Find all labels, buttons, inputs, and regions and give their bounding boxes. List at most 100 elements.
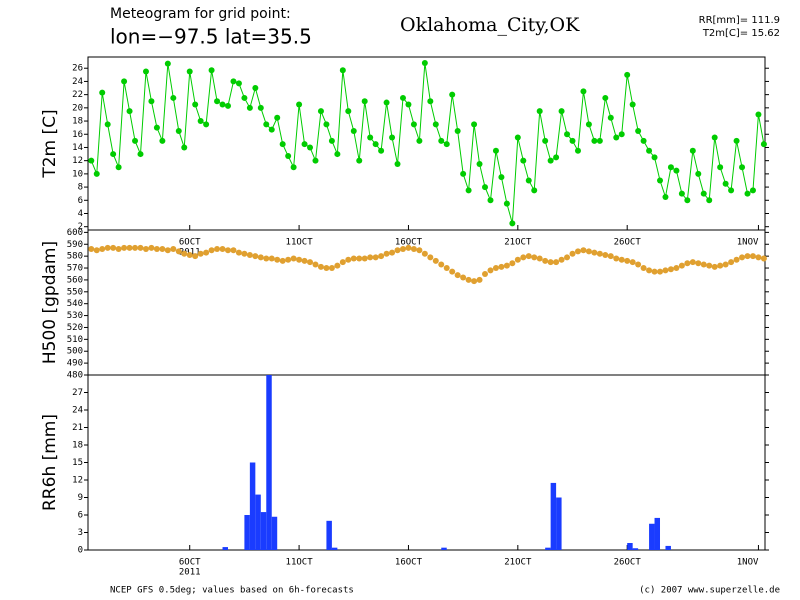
temperature-point (722, 180, 729, 187)
y-tick-label: 26 (72, 64, 83, 74)
geopotential-point (301, 257, 308, 264)
geopotential-point (230, 247, 237, 254)
geopotential-point (175, 248, 182, 255)
temperature-point (181, 144, 188, 151)
temperature-point (492, 147, 499, 154)
temperature-point (323, 121, 330, 128)
temperature-point (345, 108, 352, 115)
temperature-point (706, 197, 713, 204)
temperature-point (93, 170, 100, 177)
temperature-point (717, 164, 724, 171)
geopotential-point (394, 247, 401, 254)
geopotential-point (274, 256, 281, 263)
x-tick-label: 1NOV (737, 558, 759, 568)
temperature-point (132, 137, 139, 144)
geopotential-point (531, 254, 538, 261)
temperature-point (115, 164, 122, 171)
geopotential-point (640, 265, 647, 272)
y-axis-title: T2m [C] (40, 109, 60, 178)
y-axis-title: H500 [gpdam] (40, 241, 60, 364)
station: Oklahoma_City,OK (400, 14, 580, 36)
temperature-point (482, 184, 489, 191)
geopotential-point (334, 262, 341, 269)
temperature-point (427, 98, 434, 105)
temperature-point (673, 167, 680, 174)
temperature-point (607, 114, 614, 121)
precip-bar (654, 517, 661, 550)
temperature-point (613, 134, 620, 141)
geopotential-point (93, 247, 100, 254)
panel-frame (87, 374, 766, 551)
geopotential-point (717, 262, 724, 269)
temperature-point (678, 190, 685, 197)
x-tick-label: 11OCT (286, 558, 314, 568)
geopotential-point (399, 246, 406, 253)
x-year-label: 2011 (179, 568, 201, 578)
temperature-point (214, 98, 221, 105)
temperature-point (394, 160, 401, 167)
y-tick-label: 0 (78, 546, 83, 556)
footer-right: (c) 2007 www.superzelle.de (639, 586, 780, 596)
temperature-point (476, 160, 483, 167)
temperature-point (230, 78, 237, 85)
geopotential-point (509, 260, 516, 267)
geopotential-point (574, 248, 581, 255)
precip-bar (632, 548, 639, 550)
y-tick-label: 4 (78, 209, 83, 219)
temperature-point (574, 147, 581, 154)
geopotential-point (503, 262, 510, 269)
y-tick-label: 14 (72, 143, 83, 153)
geopotential-point (361, 255, 368, 262)
geopotential-point (542, 257, 549, 264)
temperature-point (580, 88, 587, 95)
temperature-point (564, 131, 571, 138)
temperature-point (110, 151, 117, 158)
temperature-point (569, 137, 576, 144)
geopotential-point (296, 256, 303, 263)
geopotential-point (405, 244, 412, 251)
temperature-point (536, 108, 543, 115)
y-tick-label: 6 (78, 196, 83, 206)
temperature-point (268, 126, 275, 133)
geopotential-point (460, 274, 467, 281)
geopotential-point (585, 248, 592, 255)
y-tick-label: 9 (78, 493, 83, 503)
temperature-point (301, 141, 308, 148)
geopotential-point (684, 260, 691, 267)
x-tick-label: 16OCT (395, 238, 423, 248)
geopotential-point (378, 253, 385, 260)
temperature-point (219, 101, 226, 108)
precip-bar (255, 494, 261, 550)
y-tick-label: 22 (72, 90, 83, 100)
x-tick-label: 6OCT (179, 238, 201, 248)
geopotential-point (553, 259, 560, 266)
geopotential-point (569, 250, 576, 257)
geopotential-point (148, 244, 155, 251)
geopotential-point (345, 256, 352, 263)
title-line2: lon=−97.5 lat=35.5 (110, 25, 312, 49)
geopotential-point (629, 259, 636, 266)
temperature-point (624, 71, 631, 78)
geopotential-point (257, 254, 264, 261)
y-tick-label: 490 (67, 359, 83, 369)
temperature-point (99, 89, 106, 96)
geopotential-point (235, 249, 242, 256)
geopotential-point (760, 255, 767, 262)
temperature-point (367, 134, 374, 141)
temperature-point (700, 190, 707, 197)
geopotential-point (465, 276, 472, 283)
geopotential-point (536, 255, 543, 262)
geopotential-point (498, 263, 505, 270)
geopotential-point (356, 255, 363, 262)
precip-bar (260, 512, 267, 550)
y-tick-label: 540 (67, 299, 83, 309)
geopotential-point (646, 267, 653, 274)
geopotential-point (487, 267, 494, 274)
temperature-point (296, 101, 303, 108)
temperature-point (449, 91, 456, 98)
y-tick-label: 500 (67, 347, 83, 357)
precip-bar (249, 462, 256, 550)
geopotential-point (307, 259, 314, 266)
geopotential-point (224, 247, 231, 254)
y-axis-title: RR6h [mm] (40, 414, 60, 511)
